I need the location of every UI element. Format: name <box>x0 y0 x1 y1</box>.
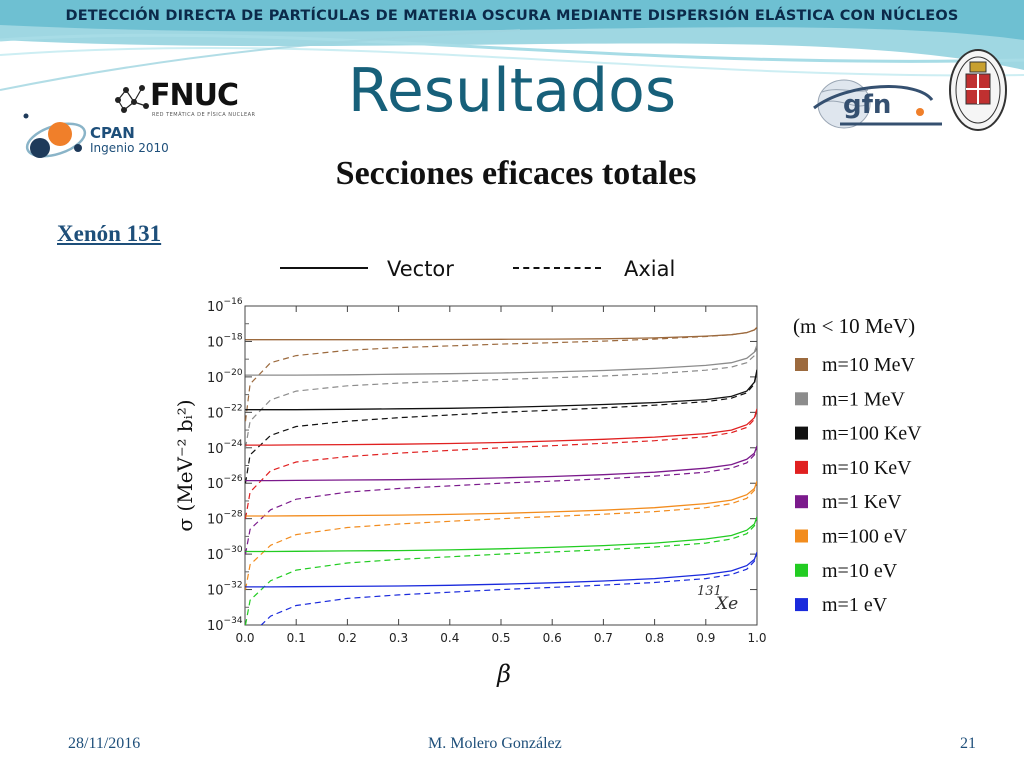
footer-date: 28/11/2016 <box>68 735 141 752</box>
y-tick-exponent: −24 <box>224 439 243 449</box>
axial-line-m-1-mev <box>245 344 757 448</box>
section-label: Xenón 131 <box>57 221 162 246</box>
x-tick-label: 0.4 <box>440 631 459 645</box>
legend-swatch <box>795 495 808 509</box>
vector-legend-label: Vector <box>387 257 454 281</box>
gfn-globe-icon <box>813 79 942 129</box>
y-tick-label: 10−32 <box>207 581 243 599</box>
y-axis-label: σ (MeV⁻² bᵢ²) <box>173 399 197 531</box>
x-axis-label: β <box>496 660 511 688</box>
axial-line-m-1-ev <box>260 552 757 625</box>
university-seal-icon <box>949 49 1007 131</box>
gfn-logo-text: gfn <box>843 90 892 120</box>
footer-page-number: 21 <box>960 735 976 752</box>
axial-line-m-100-kev <box>245 369 757 484</box>
legend-swatch <box>795 598 808 612</box>
y-tick-label: 10−24 <box>207 439 243 457</box>
y-tick-label: 10−28 <box>207 510 243 528</box>
x-tick-label: 0.8 <box>645 631 664 645</box>
y-tick-exponent: −32 <box>224 581 243 591</box>
y-tick-label: 10−22 <box>207 403 243 421</box>
y-tick-exponent: −16 <box>224 297 243 307</box>
x-tick-label: 0.2 <box>338 631 357 645</box>
y-tick-exponent: −34 <box>224 616 243 626</box>
slide-title: Resultados <box>347 56 677 126</box>
legend-swatch <box>795 563 808 577</box>
y-tick-label: 10−20 <box>207 368 243 386</box>
legend-swatch <box>795 358 808 371</box>
vector-line-m-100-kev <box>245 369 757 411</box>
slide-subtitle: Secciones eficaces totales <box>335 155 697 192</box>
legend-entry: m=1 KeV <box>822 491 902 513</box>
isotope-symbol: Xe <box>714 594 738 614</box>
cpan-logo-text: CPAN <box>90 124 135 142</box>
axial-line-m-10-ev <box>245 516 757 625</box>
x-tick-label: 0.0 <box>235 631 254 645</box>
header-wave-band <box>0 0 1024 91</box>
legend-swatch <box>795 392 808 406</box>
legend-entry: m=100 KeV <box>822 423 922 445</box>
x-tick-label: 0.3 <box>389 631 408 645</box>
vector-line-m-1-ev <box>245 552 757 588</box>
x-tick-label: 0.7 <box>594 631 613 645</box>
x-tick-label: 0.1 <box>287 631 306 645</box>
cpan-logo-icon <box>23 113 87 158</box>
isotope-annotation: 131 Xe <box>697 584 738 614</box>
y-tick-exponent: −18 <box>224 332 243 342</box>
isotope-mass-number: 131 <box>697 584 722 599</box>
fnuc-logo-subtext: RED TEMÁTICA DE FÍSICA NUCLEAR <box>152 112 256 118</box>
y-tick-label: 10−18 <box>207 332 243 350</box>
legend-swatch <box>795 529 808 543</box>
cpan-logo-subtext: Ingenio 2010 <box>90 141 169 155</box>
slide-banner-text: DETECCIÓN DIRECTA DE PARTÍCULAS DE MATER… <box>65 8 959 24</box>
axial-line-m-10-kev <box>245 408 757 519</box>
legend-swatch <box>795 426 808 440</box>
axial-legend-label: Axial <box>624 257 676 281</box>
fnuc-logo-text: FNUC <box>150 78 239 113</box>
axial-line-m-100-ev <box>245 481 757 590</box>
y-tick-exponent: −30 <box>224 545 243 555</box>
y-tick-exponent: −26 <box>224 474 243 484</box>
vector-line-m-10-mev <box>245 326 757 341</box>
legend-swatch <box>795 460 808 474</box>
x-tick-label: 0.5 <box>491 631 510 645</box>
x-tick-label: 0.9 <box>696 631 715 645</box>
vector-line-m-100-ev <box>245 481 757 517</box>
vector-line-sample <box>280 267 368 269</box>
legend-title: (m < 10 MeV) <box>793 314 915 338</box>
x-tick-label: 1.0 <box>747 631 766 645</box>
series-lines-group <box>245 326 757 625</box>
legend-entry: m=100 eV <box>822 526 908 548</box>
axial-line-m-1-kev <box>245 445 757 555</box>
legend-entry: m=10 MeV <box>822 354 915 376</box>
legend-entry: m=10 eV <box>822 560 898 582</box>
y-tick-exponent: −22 <box>224 403 243 413</box>
footer-author: M. Molero González <box>428 735 562 752</box>
vector-line-m-10-kev <box>245 408 757 446</box>
fnuc-logo-icon <box>115 85 149 113</box>
vector-line-m-1-mev <box>245 344 757 376</box>
y-tick-exponent: −20 <box>224 368 243 378</box>
vector-line-m-10-ev <box>245 516 757 553</box>
y-tick-label: 10−16 <box>207 297 243 315</box>
legend-entry: m=10 KeV <box>822 457 912 479</box>
vector-line-m-1-kev <box>245 445 757 482</box>
y-tick-exponent: −28 <box>224 510 243 520</box>
axial-line-sample <box>513 267 601 269</box>
axial-line-m-10-mev <box>245 326 757 422</box>
x-tick-label: 0.6 <box>543 631 562 645</box>
legend-entry: m=1 MeV <box>822 388 905 410</box>
legend-entry: m=1 eV <box>822 594 888 616</box>
y-tick-label: 10−26 <box>207 474 243 492</box>
y-tick-label: 10−30 <box>207 545 243 563</box>
